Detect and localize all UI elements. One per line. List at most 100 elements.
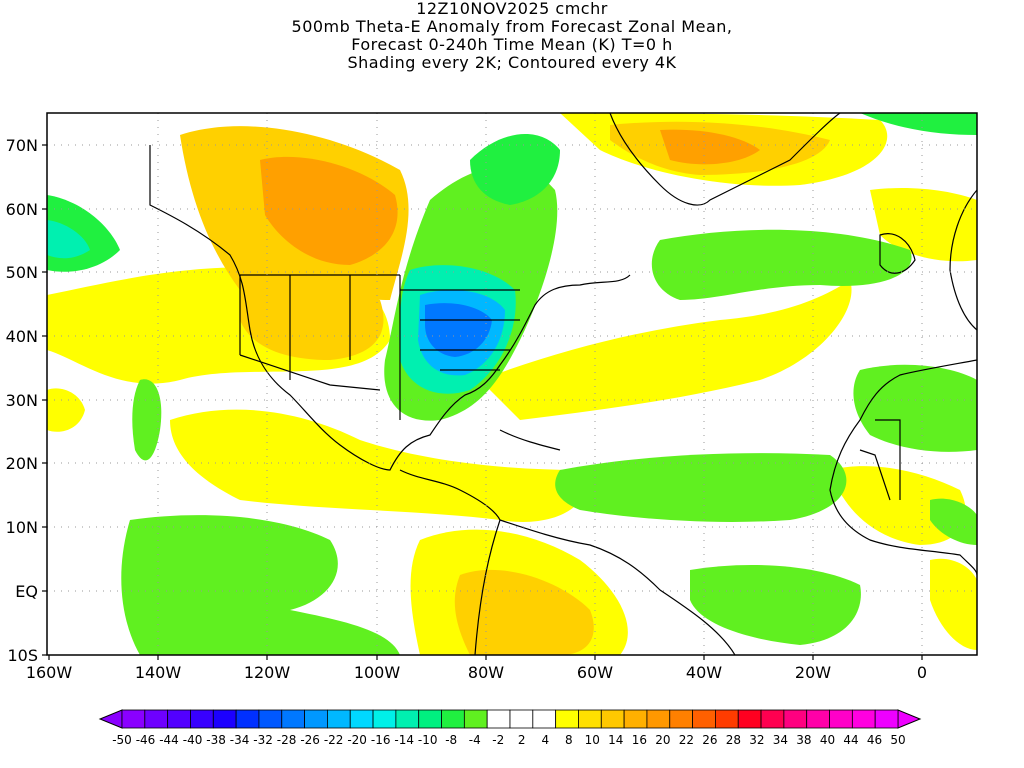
central-america-coastline: [399, 469, 501, 521]
colorbar-swatch: [874, 709, 899, 729]
warm-anomaly-region: [47, 388, 85, 432]
colorbar-label: 28: [726, 733, 741, 747]
colorbar-swatch: [441, 709, 465, 729]
colorbar-label: 22: [679, 733, 694, 747]
cool-anomaly-region: [690, 565, 861, 645]
grid-lines: [47, 113, 977, 655]
colorbar-swatch: [144, 709, 169, 729]
colorbar-swatch: [851, 709, 876, 729]
colorbar-swatch: [235, 709, 260, 729]
colorbar-swatch: [418, 709, 442, 729]
lon-label: 100W: [354, 663, 401, 682]
warm-anomaly-region: [930, 558, 977, 650]
colorbar-swatch: [509, 709, 534, 729]
lat-label: 10N: [6, 518, 38, 537]
colorbar-label: 14: [608, 733, 623, 747]
colorbar-swatch: [578, 709, 602, 729]
colorbar-swatch: [737, 709, 762, 729]
colorbar: -50 -46 -44 -40 -38 -34 -32 -28 -26 -22 -20 -16 -14-…: [98, 709, 922, 747]
colorbar-swatch: [463, 709, 488, 729]
warm-anomaly-region: [830, 466, 966, 545]
warm-anomaly-region: [240, 278, 384, 360]
colorbar-swatch: [692, 709, 716, 729]
colorbar-swatch: [555, 709, 579, 729]
colorbar-label: -44: [159, 733, 179, 747]
south-america-coastline: [474, 519, 736, 655]
colorbar-label: 4: [541, 733, 549, 747]
colorbar-label: 26: [702, 733, 717, 747]
cool-anomaly-region: [555, 453, 847, 522]
colorbar-label: -2: [492, 733, 504, 747]
lat-label: 30N: [6, 391, 38, 410]
colorbar-label: 16: [632, 733, 647, 747]
warm-anomaly-region: [454, 569, 594, 655]
cool-anomaly-region: [47, 220, 90, 259]
colorbar-label: -38: [206, 733, 226, 747]
title-line-3: Forecast 0-240h Time Mean (K) T=0 h: [351, 35, 673, 54]
colorbar-label: -14: [394, 733, 414, 747]
cool-anomaly-region: [425, 303, 492, 357]
colorbar-label: 40: [820, 733, 835, 747]
lat-label: EQ: [15, 582, 38, 601]
caribbean-islands: [499, 429, 561, 451]
plot-frame: [46, 112, 978, 656]
colorbar-swatch: [212, 709, 237, 729]
colorbar-label: -46: [136, 733, 156, 747]
colorbar-swatch: [486, 709, 511, 729]
cool-anomaly-region: [470, 133, 560, 205]
lat-label: 50N: [6, 263, 38, 282]
colorbar-swatch: [281, 709, 305, 729]
cool-anomaly-region: [132, 379, 162, 461]
colorbar-swatch: [304, 709, 328, 729]
cool-anomaly-region: [651, 229, 912, 300]
lat-label: 60N: [6, 200, 38, 219]
colorbar-left-arrow: [98, 709, 123, 729]
title-line-1: 12Z10NOV2025 cmchr: [416, 0, 608, 18]
colorbar-swatch: [395, 709, 420, 729]
africa-borders: [859, 419, 901, 501]
colorbar-label: -16: [371, 733, 391, 747]
colorbar-label: 46: [867, 733, 882, 747]
lat-label: 70N: [6, 136, 38, 155]
colorbar-swatch: [623, 709, 648, 729]
warm-anomaly-region: [660, 129, 760, 165]
warm-anomaly-region: [170, 409, 586, 522]
lon-label: 40W: [686, 663, 722, 682]
colorbar-label: -4: [469, 733, 481, 747]
north-america-coastline: [149, 145, 631, 471]
lon-label: 60W: [577, 663, 613, 682]
colorbar-label: -34: [230, 733, 250, 747]
colorbar-swatch: [760, 709, 785, 729]
cool-anomaly-region: [860, 113, 977, 135]
colorbar-swatch: [600, 709, 625, 729]
longitude-labels: 160W 140W 120W 100W 80W 60W 40W 20W 0: [26, 663, 927, 682]
africa-coastline: [829, 359, 977, 576]
colorbar-swatch: [783, 709, 808, 729]
us-state-borders: [400, 289, 520, 371]
colorbar-swatch: [167, 709, 191, 729]
colorbar-swatch: [349, 709, 374, 729]
colorbar-label: 8: [565, 733, 573, 747]
greenland-coastline: [609, 113, 841, 206]
colorbar-swatch: [715, 709, 739, 729]
colorbar-label: -32: [253, 733, 273, 747]
colorbar-swatch: [258, 709, 283, 729]
colorbar-swatch: [829, 709, 853, 729]
chart-title: 12Z10NOV2025 cmchr 500mb Theta-E Anomaly…: [0, 0, 1024, 72]
warm-anomaly-region: [870, 188, 977, 262]
colorbar-label: 50: [890, 733, 905, 747]
colorbar-label: -26: [300, 733, 320, 747]
lon-label: 120W: [244, 663, 291, 682]
colorbar-label: -10: [418, 733, 438, 747]
colorbar-swatch: [806, 709, 830, 729]
colorbar-swatch: [327, 709, 351, 729]
british-isles-coastline: [879, 233, 916, 274]
axis-ticks: [42, 144, 923, 660]
lon-label: 20W: [795, 663, 831, 682]
title-line-2: 500mb Theta-E Anomaly from Forecast Zona…: [291, 17, 733, 36]
title-line-4: Shading every 2K; Contoured every 4K: [347, 53, 677, 72]
colorbar-label: -28: [277, 733, 297, 747]
colorbar-label: 34: [773, 733, 788, 747]
colorbar-label: 10: [585, 733, 600, 747]
